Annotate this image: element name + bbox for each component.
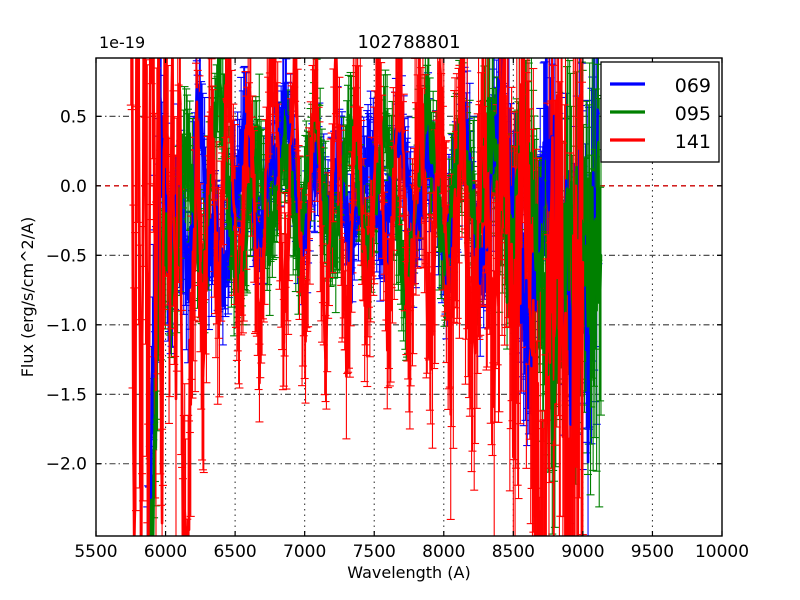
x-tick-label: 5500	[74, 542, 117, 562]
page-title: 102788801	[357, 32, 460, 53]
legend[interactable]: 069 095 141	[600, 61, 720, 163]
y-tick-label: −0.5	[46, 246, 87, 266]
x-tick-label: 9500	[631, 542, 674, 562]
x-tick-label: 8000	[422, 542, 465, 562]
x-tick-label: 10000	[695, 542, 749, 562]
y-tick-label: 0.5	[60, 107, 87, 127]
y-tick-label: 0.0	[60, 177, 87, 197]
axes-frame	[95, 57, 723, 537]
y-tick-label: −1.5	[46, 385, 87, 405]
y-tick-label: −1.0	[46, 316, 87, 336]
x-tick-label: 6500	[213, 542, 256, 562]
y-axis-offset-label: 1e-19	[99, 33, 145, 52]
x-tick-label: 6000	[144, 542, 187, 562]
legend-label-095: 095	[675, 103, 711, 125]
series-line-141	[130, 58, 585, 536]
x-axis-label: Wavelength (A)	[347, 563, 470, 582]
x-tick-label: 9000	[561, 542, 604, 562]
axis-ticks: 5500 6000 6500 7000 7500 8000 8500 9000 9500 1000…	[46, 58, 749, 562]
y-axis-label: Flux (erg/s/cm^2/A)	[18, 217, 37, 378]
data-lines	[130, 58, 603, 536]
x-tick-label: 8500	[492, 542, 535, 562]
legend-label-069: 069	[675, 75, 711, 97]
series-line-069	[147, 79, 600, 536]
y-tick-label: −2.0	[46, 455, 87, 475]
legend-label-141: 141	[675, 131, 711, 153]
x-tick-label: 7000	[283, 542, 326, 562]
x-tick-label: 7500	[353, 542, 396, 562]
